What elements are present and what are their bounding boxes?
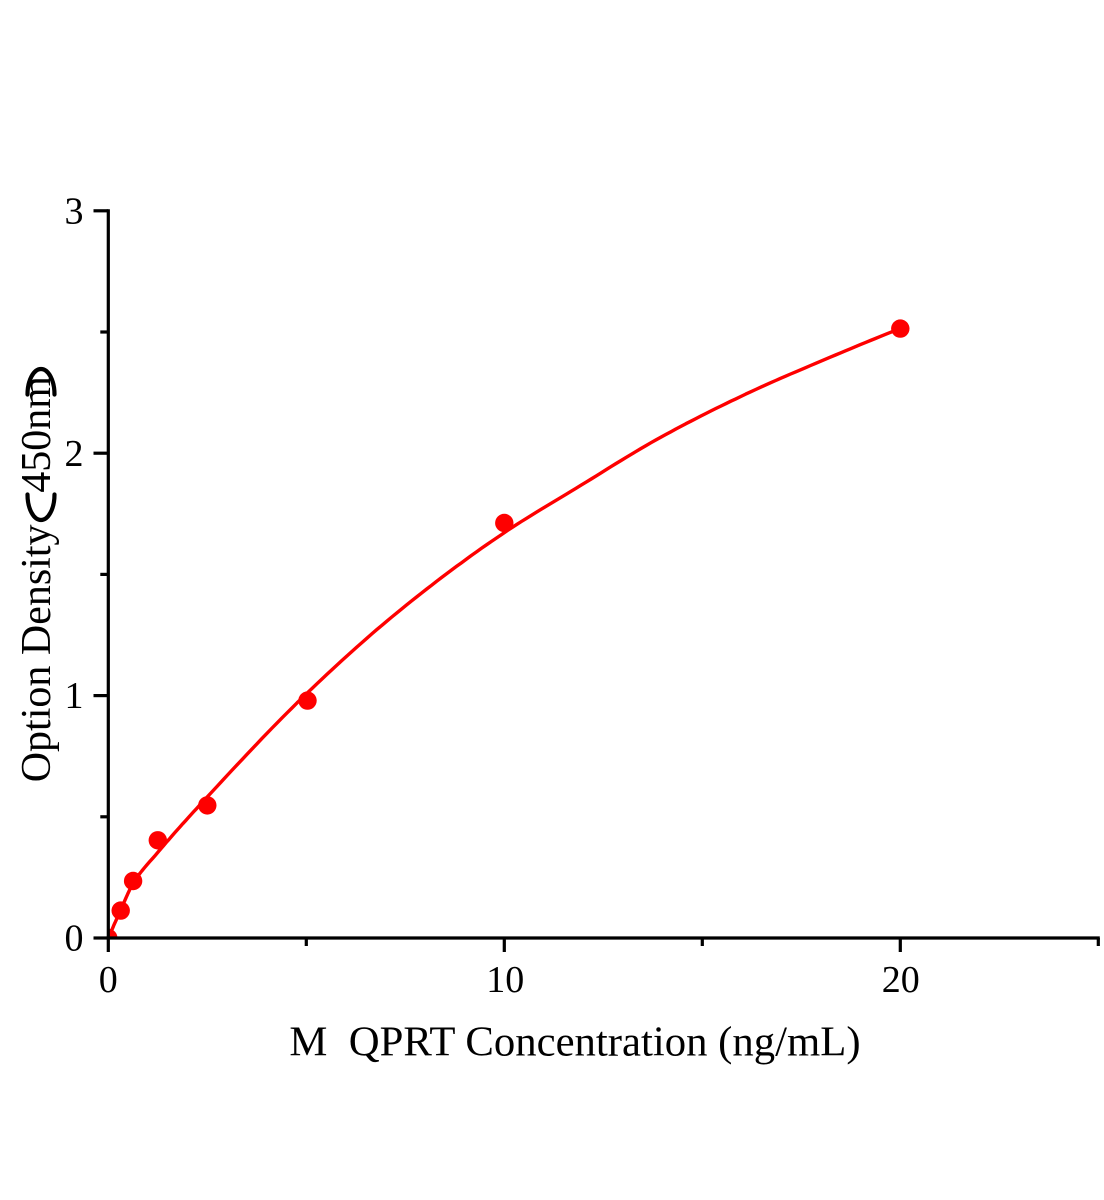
svg-text:0: 0 <box>65 918 84 960</box>
svg-text:20: 20 <box>882 959 920 1001</box>
svg-text:1: 1 <box>65 675 84 717</box>
svg-text:3: 3 <box>65 190 84 232</box>
svg-text:Option Density: Option Density <box>14 524 60 782</box>
svg-text:450nm: 450nm <box>14 376 60 493</box>
svg-text:M QPRT Concentration (ng/mL): M QPRT Concentration (ng/mL) <box>289 1019 860 1066</box>
svg-text:10: 10 <box>486 959 524 1001</box>
svg-text:2: 2 <box>65 433 84 475</box>
svg-text:0: 0 <box>99 959 118 1001</box>
